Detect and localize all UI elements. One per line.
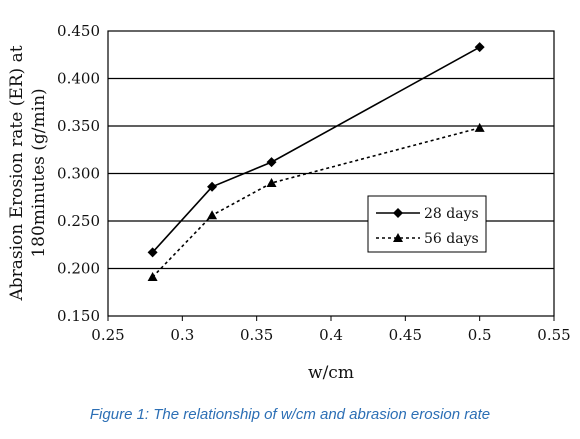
y-axis-title-line2: 180minutes (g/min)	[29, 88, 49, 257]
data-point-triangle	[474, 122, 485, 132]
x-tick-label: 0.3	[170, 326, 194, 344]
y-tick-label: 0.350	[57, 117, 100, 135]
data-point-triangle	[147, 272, 158, 282]
legend: 28 days 56 days	[367, 195, 487, 253]
data-point-diamond	[266, 157, 277, 168]
legend-box	[367, 195, 487, 253]
y-axis-title-line1: Abrasion Erosion rate (ER) at	[7, 45, 27, 301]
series-markers	[147, 42, 485, 282]
series-line-diamond	[152, 46, 481, 253]
legend-label: 56 days	[424, 231, 479, 247]
x-axis-title: w/cm	[308, 363, 354, 383]
x-tick-label: 0.45	[389, 326, 422, 344]
x-tick-label: 0.5	[468, 326, 492, 344]
y-tick-label: 0.150	[57, 307, 100, 325]
x-tick-label: 0.35	[240, 326, 273, 344]
data-point-diamond	[147, 247, 158, 258]
y-tick-labels: 0.150 0.200 0.250 0.300 0.350 0.400 0.450	[57, 22, 100, 325]
figure-caption: Figure 1: The relationship of w/cm and a…	[89, 406, 491, 423]
x-tick-label: 0.4	[319, 326, 343, 344]
data-point-diamond	[207, 181, 218, 192]
grid-lines	[108, 77, 554, 270]
legend-marker-diamond	[393, 208, 403, 218]
y-tick-label: 0.250	[57, 212, 100, 230]
legend-marker-triangle	[393, 233, 403, 242]
legend-label: 28 days	[424, 206, 479, 222]
chart: 0.150 0.200 0.250 0.300 0.350 0.400 0.450 0.25…	[7, 22, 571, 383]
y-tick-label: 0.300	[57, 165, 100, 183]
x-tick-label: 0.25	[91, 326, 124, 344]
y-tick-label: 0.200	[57, 260, 100, 278]
y-tick-label: 0.400	[57, 70, 100, 88]
x-tick-label: 0.55	[537, 326, 570, 344]
series-lines	[152, 46, 481, 278]
data-point-triangle	[207, 210, 218, 220]
data-point-triangle	[266, 178, 277, 187]
series-line-triangle	[152, 127, 480, 278]
data-point-diamond	[474, 42, 485, 53]
x-tick-labels: 0.25 0.3 0.35 0.4 0.45 0.5 0.55	[91, 316, 571, 344]
y-tick-label: 0.450	[57, 22, 100, 40]
